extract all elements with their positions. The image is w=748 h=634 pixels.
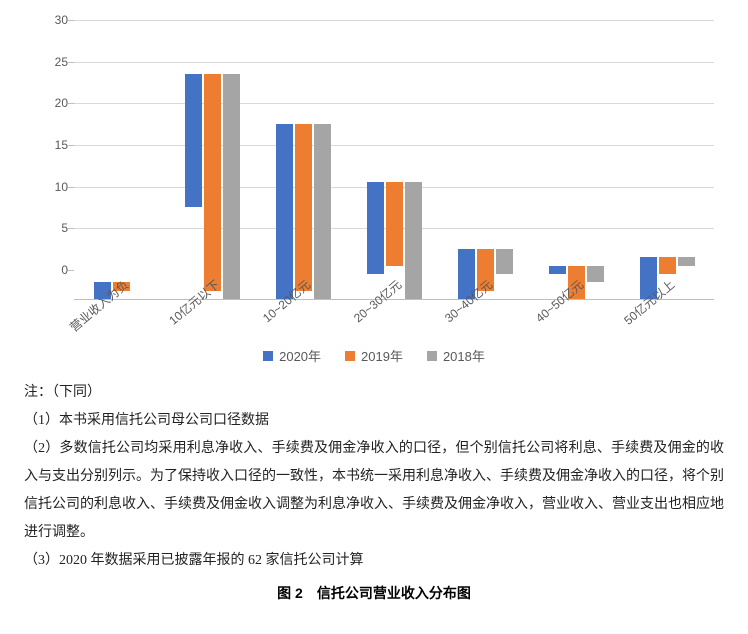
bar bbox=[295, 124, 312, 291]
legend-item: 2020年 bbox=[263, 346, 321, 365]
note-item: （2）多数信托公司均采用利息净收入、手续费及佣金净收入的口径，但个别信托公司将利… bbox=[24, 435, 724, 547]
plot-area bbox=[74, 20, 714, 300]
bar bbox=[204, 74, 221, 291]
y-axis-tick bbox=[68, 20, 74, 21]
bar-group bbox=[185, 74, 240, 299]
bar bbox=[496, 249, 513, 274]
bar bbox=[386, 182, 403, 265]
chart-notes: 注：（下同） （1）本书采用信托公司母公司口径数据 （2）多数信托公司均采用利息… bbox=[24, 379, 724, 575]
y-axis-tick bbox=[68, 270, 74, 271]
y-axis-tick bbox=[68, 228, 74, 229]
gridline bbox=[74, 145, 714, 146]
legend-swatch bbox=[427, 351, 437, 361]
bar bbox=[587, 266, 604, 283]
legend-label: 2019年 bbox=[361, 346, 403, 365]
y-axis-label: 25 bbox=[24, 55, 68, 69]
y-axis-tick bbox=[68, 187, 74, 188]
y-axis-tick bbox=[68, 62, 74, 63]
legend-label: 2020年 bbox=[279, 346, 321, 365]
bar bbox=[314, 124, 331, 299]
legend-label: 2018年 bbox=[443, 346, 485, 365]
bar bbox=[405, 182, 422, 299]
bar bbox=[549, 266, 566, 274]
gridline bbox=[74, 62, 714, 63]
notes-intro: 注：（下同） bbox=[24, 379, 724, 407]
note-item: （3）2020 年数据采用已披露年报的 62 家信托公司计算 bbox=[24, 547, 724, 575]
y-axis-tick bbox=[68, 145, 74, 146]
note-item: （1）本书采用信托公司母公司口径数据 bbox=[24, 407, 724, 435]
chart-container: 051015202530营业收入为负10亿元以下10~20亿元20~30亿元30… bbox=[24, 10, 724, 340]
revenue-distribution-chart: 051015202530营业收入为负10亿元以下10~20亿元20~30亿元30… bbox=[24, 10, 724, 340]
bar bbox=[185, 74, 202, 207]
bar-group bbox=[276, 124, 331, 299]
figure-title: 图 2 信托公司营业收入分布图 bbox=[24, 583, 724, 603]
legend-item: 2019年 bbox=[345, 346, 403, 365]
bar bbox=[367, 182, 384, 274]
y-axis-label: 0 bbox=[24, 263, 68, 277]
legend-swatch bbox=[263, 351, 273, 361]
gridline bbox=[74, 103, 714, 104]
bar bbox=[678, 257, 695, 265]
y-axis-tick bbox=[68, 103, 74, 104]
y-axis-label: 20 bbox=[24, 96, 68, 110]
legend-swatch bbox=[345, 351, 355, 361]
bar bbox=[659, 257, 676, 274]
bar bbox=[223, 74, 240, 299]
y-axis-label: 5 bbox=[24, 221, 68, 235]
gridline bbox=[74, 20, 714, 21]
legend-item: 2018年 bbox=[427, 346, 485, 365]
y-axis-label: 15 bbox=[24, 138, 68, 152]
chart-legend: 2020年 2019年 2018年 bbox=[24, 346, 724, 365]
bar bbox=[276, 124, 293, 299]
y-axis-label: 10 bbox=[24, 180, 68, 194]
y-axis-label: 30 bbox=[24, 13, 68, 27]
